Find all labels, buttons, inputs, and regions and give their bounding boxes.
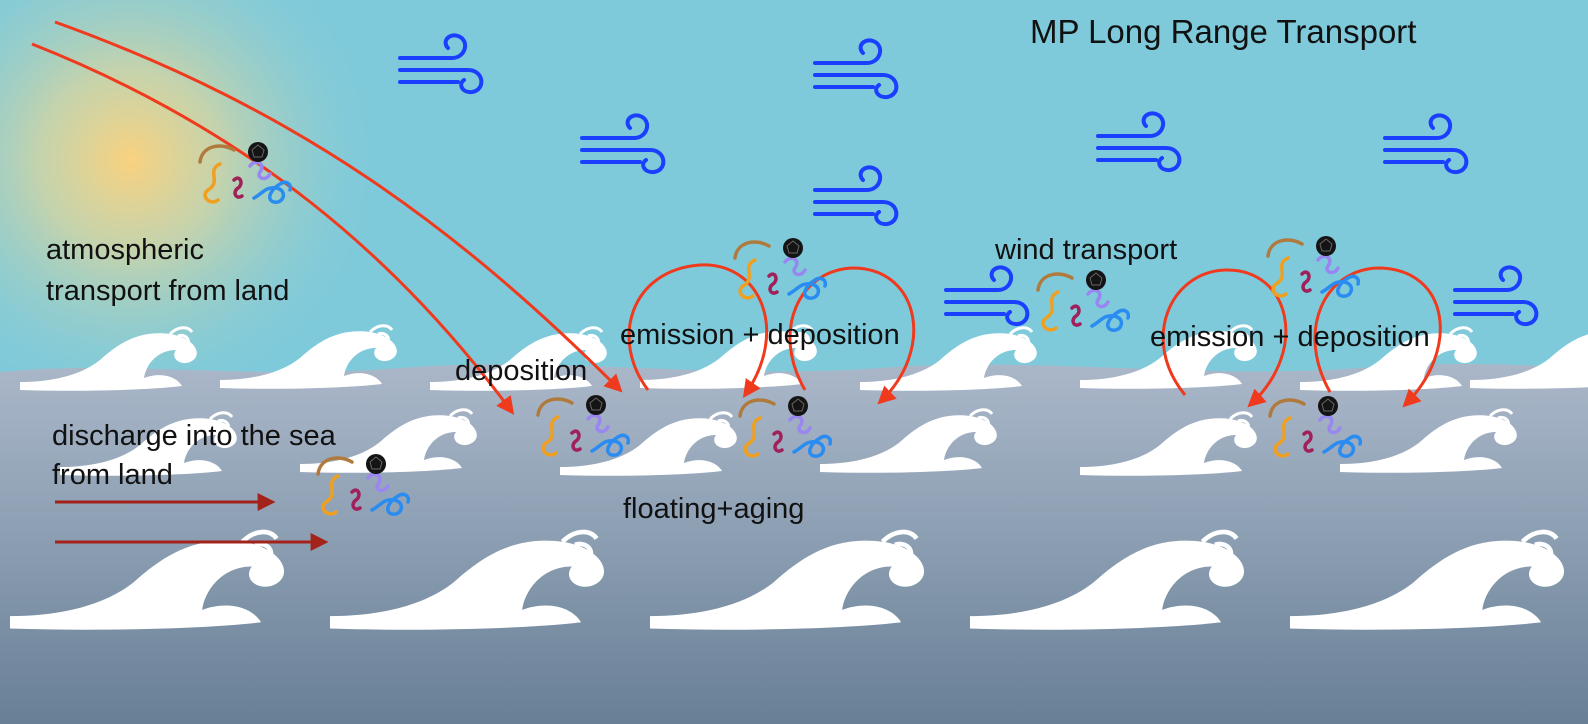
- wind-transport-label: wind transport: [995, 234, 1178, 266]
- diagram-title: MP Long Range Transport: [1030, 13, 1417, 50]
- emission-deposition-cycle: [627, 263, 916, 405]
- atmospheric-transport-label-line1: atmospheric: [46, 234, 204, 266]
- floating-aging-label: floating+aging: [623, 493, 805, 525]
- discharge-label-line1: discharge into the sea: [52, 420, 336, 452]
- atmospheric-transport-arrow: [31, 42, 515, 415]
- discharge-label-line2: from land: [52, 459, 173, 491]
- emission-deposition-label: emission + deposition: [1150, 321, 1430, 353]
- emission-deposition-cycle: [1161, 266, 1442, 408]
- atmospheric-transport-label-line2: transport from land: [46, 275, 290, 307]
- atmospheric-transport-arrow: [54, 20, 623, 393]
- deposition-label: deposition: [455, 355, 588, 387]
- emission-deposition-label: emission + deposition: [620, 319, 900, 351]
- sun-icon: [0, 0, 600, 420]
